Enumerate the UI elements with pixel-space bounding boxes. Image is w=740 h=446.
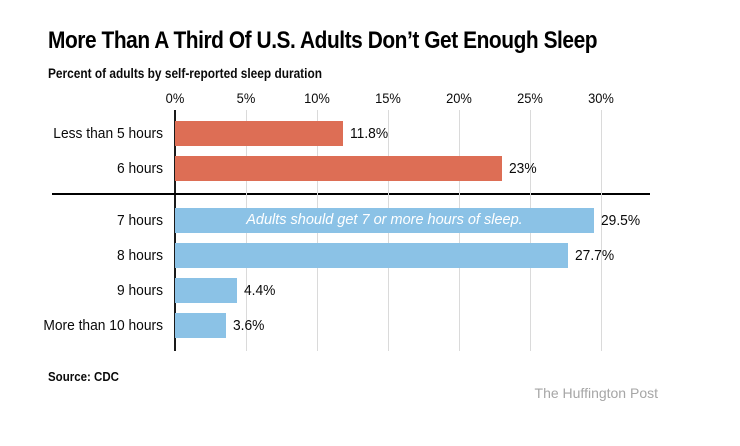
bar-6-hours	[175, 156, 502, 181]
chart-title: More Than A Third Of U.S. Adults Don’t G…	[48, 27, 598, 54]
source-note: Source: CDC	[48, 370, 119, 384]
gridline	[601, 110, 602, 351]
value-label-9-hours: 4.4%	[244, 281, 276, 299]
x-axis-tick-label: 30%	[588, 90, 614, 106]
x-axis-tick-label: 25%	[517, 90, 543, 106]
category-label-more-than-10-hours: More than 10 hours	[43, 316, 163, 334]
value-label-7-hours: 29.5%	[600, 211, 641, 229]
category-label-8-hours: 8 hours	[116, 246, 163, 264]
chart-subtitle: Percent of adults by self-reported sleep…	[48, 66, 322, 81]
category-label-9-hours: 9 hours	[116, 281, 163, 299]
x-axis-tick-label: 10%	[304, 90, 330, 106]
x-axis-tick-label: 15%	[375, 90, 401, 106]
value-label-6-hours: 23%	[508, 159, 537, 177]
attribution: The Huffington Post	[534, 385, 658, 401]
bar-annotation: Adults should get 7 or more hours of sle…	[246, 212, 523, 228]
bar-less-than-5-hours	[175, 121, 343, 146]
category-label-less-than-5-hours: Less than 5 hours	[53, 124, 163, 142]
bar-7-hours	[175, 208, 594, 233]
x-axis-tick-label: 5%	[236, 90, 256, 106]
category-label-7-hours: 7 hours	[116, 211, 163, 229]
bar-9-hours	[175, 278, 238, 303]
x-axis-tick-label: 0%	[165, 90, 185, 106]
bar-more-than-10-hours	[175, 313, 227, 338]
value-label-less-than-5-hours: 11.8%	[349, 124, 388, 142]
bar-8-hours	[175, 243, 569, 268]
value-label-8-hours: 27.7%	[575, 246, 615, 264]
category-label-6-hours: 6 hours	[116, 159, 163, 177]
x-axis-tick-label: 20%	[446, 90, 472, 106]
group-separator-line	[52, 193, 650, 195]
value-label-more-than-10-hours: 3.6%	[233, 316, 265, 334]
